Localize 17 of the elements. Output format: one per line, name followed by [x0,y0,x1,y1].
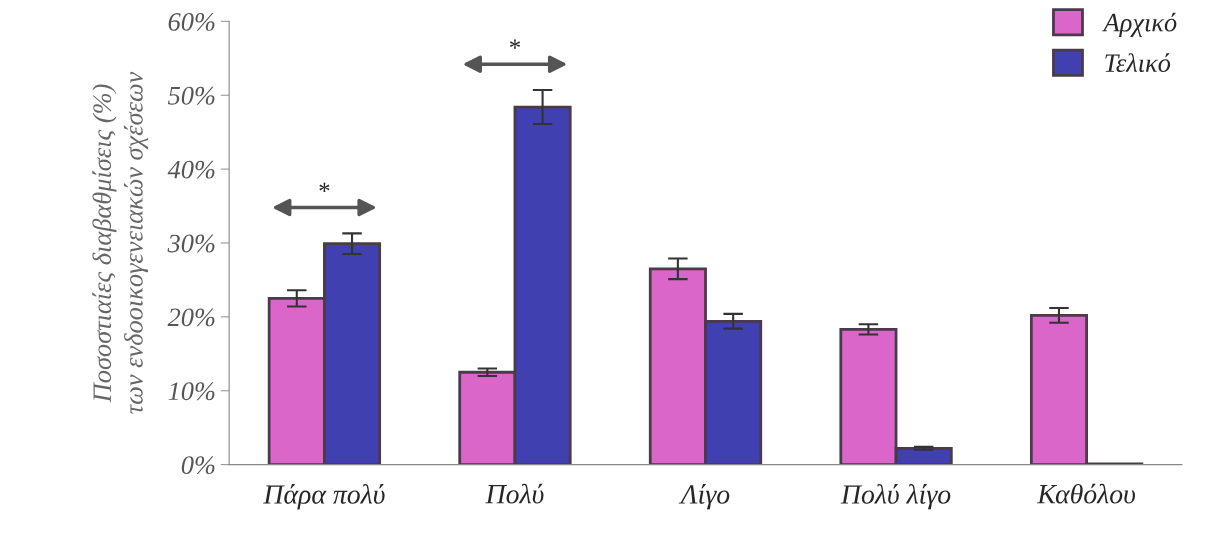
x-tick-label: Πολύ λίγο [840,484,951,510]
y-tick-label: 0% [181,456,215,475]
annotation: * [319,182,330,193]
y-tick-label: 50% [167,86,215,105]
y-tick-label: 60% [168,12,215,31]
y-axis-title: Ποσοστιαίες διαβαθμίσεις (%) των ενδοοικογενειακών σχέσεων [92,71,149,414]
x-tick-label: Λίγο [678,484,730,510]
annotation: * [509,39,521,49]
x-tick-label: Καθόλου [1037,483,1136,504]
x-tick-label: Πάρα πολύ [263,484,385,510]
y-tick-label: 40% [167,160,215,179]
legend-label: Αρχικό [1102,12,1177,37]
legend-label: Τελικό [1105,53,1171,72]
y-tick-label: 30% [167,234,215,253]
x-tick-label: Πολύ [485,483,544,504]
y-tick-label: 10% [168,382,215,401]
y-tick-label: 20% [167,308,215,327]
